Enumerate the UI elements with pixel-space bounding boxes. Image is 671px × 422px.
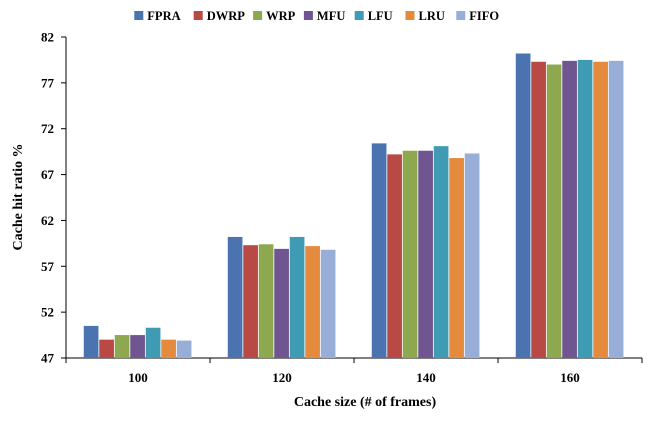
x-tick-label: 100 (128, 370, 148, 385)
x-axis: 100 120 140 160 (65, 357, 643, 385)
bar-fpra-160 (515, 53, 531, 358)
bar-fpra-100 (83, 325, 99, 358)
bar-fpra-140 (371, 143, 387, 358)
legend-swatch-dwrp (193, 11, 203, 20)
x-axis-title: Cache size (# of frames) (294, 395, 437, 410)
legend-label-fpra: FPRA (147, 9, 180, 23)
bar-fifo-120 (320, 249, 336, 358)
y-tick-label: 77 (41, 75, 55, 90)
legend-swatch-fifo (456, 11, 466, 20)
bar-lru-120 (305, 246, 320, 358)
y-tick-label: 67 (41, 167, 55, 182)
bar-dwrp-140 (387, 154, 402, 358)
y-tick-label: 47 (41, 351, 55, 366)
y-tick-label: 62 (41, 213, 54, 228)
bar-series (83, 53, 624, 359)
bar-wrp-100 (114, 335, 130, 358)
bar-lfu-120 (289, 236, 305, 358)
bar-fifo-160 (608, 60, 624, 359)
bar-fifo-100 (176, 340, 192, 358)
y-axis: 47 52 57 62 67 72 77 82 (41, 30, 67, 366)
bar-fifo-140 (464, 153, 480, 358)
bar-mfu-160 (562, 60, 577, 359)
legend-label-lfu: LFU (368, 9, 393, 23)
x-tick-label: 160 (560, 370, 580, 385)
y-tick-label: 82 (41, 30, 54, 45)
y-tick-label: 72 (41, 121, 54, 136)
bar-lfu-100 (145, 327, 161, 358)
y-axis-title: Cache hit ratio % (11, 144, 26, 251)
legend-swatch-wrp (253, 11, 263, 20)
legend-label-mfu: MFU (317, 9, 345, 23)
bar-wrp-160 (546, 64, 562, 358)
bar-fpra-120 (227, 236, 243, 358)
legend-swatch-lru (405, 11, 415, 20)
bar-dwrp-120 (243, 245, 258, 358)
legend-swatch-fpra (134, 11, 144, 20)
legend-label-dwrp: DWRP (207, 9, 246, 23)
y-tick-label: 57 (41, 259, 55, 274)
bar-wrp-140 (402, 150, 418, 358)
legend-label-wrp: WRP (266, 9, 296, 23)
legend: FPRA DWRP WRP MFU LFU LRU FIFO (134, 9, 499, 23)
bar-dwrp-160 (531, 61, 546, 359)
bar-lru-140 (449, 158, 464, 358)
y-tick-label: 52 (41, 305, 54, 320)
bar-mfu-120 (274, 248, 289, 358)
bar-mfu-140 (418, 150, 433, 358)
bar-wrp-120 (258, 244, 274, 358)
legend-swatch-mfu (303, 11, 313, 20)
bar-lru-100 (161, 339, 176, 358)
bar-lfu-160 (577, 59, 593, 359)
bar-dwrp-100 (99, 339, 114, 358)
bar-mfu-100 (130, 335, 145, 358)
legend-label-lru: LRU (419, 9, 445, 23)
x-tick-label: 140 (416, 370, 436, 385)
legend-swatch-lfu (354, 11, 364, 20)
x-tick-label: 120 (272, 370, 292, 385)
bar-lru-160 (593, 61, 608, 359)
legend-label-fifo: FIFO (469, 9, 499, 23)
bar-lfu-140 (433, 146, 449, 358)
